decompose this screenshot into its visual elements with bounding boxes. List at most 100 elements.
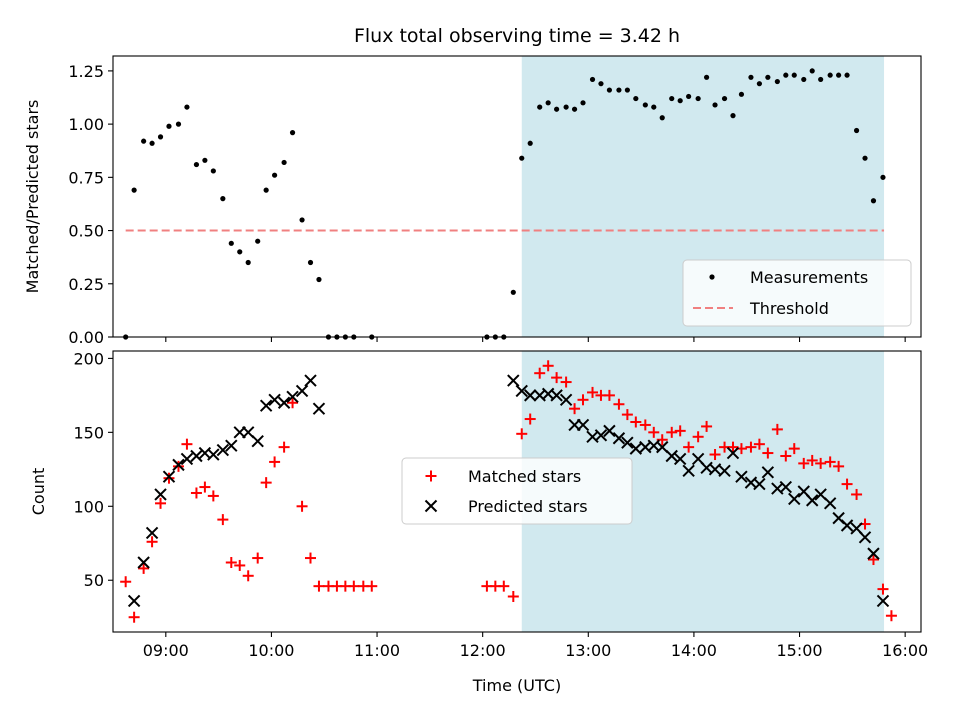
y-tick-label: 100 <box>73 497 104 516</box>
predicted-star-point <box>127 594 141 608</box>
measurement-point <box>281 159 287 166</box>
predicted-star-point <box>621 436 634 449</box>
matched-star-point <box>762 447 774 459</box>
predicted-star-point <box>682 464 695 478</box>
measurement-point <box>695 95 701 102</box>
matched-star-point <box>348 580 360 592</box>
matched-star-point <box>305 552 317 564</box>
legend-label-measurements: Measurements <box>750 268 868 287</box>
predicted-star-point <box>162 470 176 483</box>
measurement-point <box>669 95 675 102</box>
predicted-star-point <box>145 526 159 540</box>
y-tick-label: 150 <box>73 423 104 442</box>
predicted-star-point <box>823 497 837 510</box>
predicted-star-point <box>840 519 854 532</box>
y-tick-label: 0.75 <box>68 168 104 187</box>
bottom-ticks: 09:00 10:00 11:00 12:00 13:00 14:00 15:00 16:00… <box>73 349 928 660</box>
matched-star-point <box>709 449 721 461</box>
top-panel: 0.00 0.25 0.50 0.75 1.00 1.25 Matched/Predict… <box>23 55 922 347</box>
matched-star-point <box>815 457 827 469</box>
matched-star-point <box>639 419 651 431</box>
matched-star-point <box>551 372 563 384</box>
x-tick-label: 16:00 <box>882 641 928 660</box>
matched-star-point <box>287 397 299 409</box>
predicted-star-point <box>858 531 872 544</box>
predicted-star-point <box>806 494 819 507</box>
measurement-point <box>157 134 164 140</box>
y-tick-label: 1.00 <box>68 115 104 134</box>
matched-star-point <box>753 438 765 450</box>
measurement-point <box>712 102 718 108</box>
x-tick-label: 10:00 <box>248 641 294 660</box>
matched-star-point <box>507 591 519 603</box>
y-tick-label: 1.25 <box>68 62 104 81</box>
matched-star-point <box>190 487 202 499</box>
predicted-star-point <box>612 432 626 445</box>
matched-star-point <box>524 413 536 425</box>
measurement-point <box>598 81 604 87</box>
y-tick-label: 200 <box>73 349 104 368</box>
matched-star-point <box>234 559 246 571</box>
measurement-point <box>255 238 261 244</box>
predicted-star-point <box>753 477 766 491</box>
predicted-star-point <box>559 393 573 407</box>
matched-star-point <box>613 398 625 410</box>
predicted-star-point <box>216 443 230 457</box>
predicted-star-point <box>603 424 616 438</box>
matched-star-point <box>252 552 264 564</box>
predicted-star-point <box>507 374 520 387</box>
measurement-point <box>659 115 665 121</box>
matched-star-point <box>745 441 757 453</box>
measurement-point <box>149 140 155 146</box>
legend-marker-predicted <box>424 499 438 513</box>
matched-star-point <box>217 514 229 526</box>
predicted-star-point <box>312 402 326 415</box>
measurement-point <box>818 76 824 83</box>
measurement-point <box>880 174 886 180</box>
matched-star-point <box>296 500 308 512</box>
measurement-point <box>237 249 243 255</box>
measurement-point <box>245 259 251 266</box>
predicted-star-point <box>154 488 167 501</box>
predicted-star-point <box>190 449 203 463</box>
measurement-point <box>686 93 692 100</box>
predicted-star-point <box>673 452 687 466</box>
matched-star-point <box>806 454 818 466</box>
measurement-point <box>545 100 551 106</box>
measurement-point <box>210 168 216 174</box>
matched-star-point <box>701 420 713 432</box>
predicted-star-point <box>259 399 273 412</box>
measurement-point <box>870 198 877 204</box>
measurement-point <box>633 95 639 102</box>
matched-star-point <box>138 562 150 574</box>
measurement-point <box>571 106 578 112</box>
legend: Matched stars Predicted stars <box>401 457 633 525</box>
legend-marker-matched <box>425 470 437 482</box>
matched-star-point <box>833 460 845 472</box>
matched-star-point <box>199 481 211 493</box>
measurement-point <box>307 259 314 266</box>
x-tick-label: 11:00 <box>354 641 400 660</box>
measurement-point <box>202 157 208 163</box>
top-ticks: 0.00 0.25 0.50 0.75 1.00 1.25 <box>68 62 906 347</box>
matched-star-point <box>683 441 695 453</box>
measurement-point <box>554 106 560 112</box>
matched-star-point <box>885 610 897 622</box>
measurement-point <box>193 161 200 168</box>
measurement-point <box>765 74 771 80</box>
x-tick-label: 13:00 <box>565 641 611 660</box>
matched-star-point <box>120 576 132 588</box>
predicted-star-point <box>726 446 740 460</box>
predicted-star-point <box>718 464 731 478</box>
predicted-star-point <box>665 449 678 463</box>
measurement-point <box>537 104 543 110</box>
matched-star-point <box>269 456 281 468</box>
measurement-point <box>316 276 322 283</box>
measurement-point <box>184 104 190 110</box>
measurement-point <box>141 138 147 144</box>
matched-star-point <box>225 556 237 568</box>
matched-star-point <box>155 497 167 509</box>
matched-star-point <box>313 580 325 592</box>
matched-star-point <box>630 416 642 428</box>
y-axis-label: Count <box>29 468 48 516</box>
